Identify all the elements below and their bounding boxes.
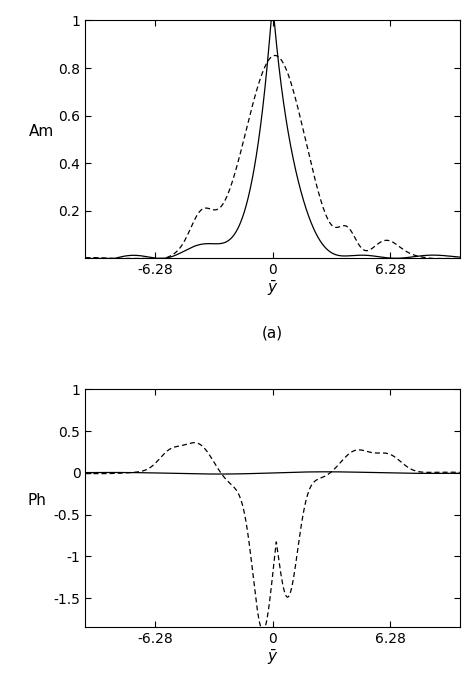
X-axis label: $\bar{y}$: $\bar{y}$: [267, 648, 278, 667]
Y-axis label: Ph: Ph: [27, 493, 46, 508]
X-axis label: $\bar{y}$: $\bar{y}$: [267, 279, 278, 298]
Text: (a): (a): [262, 325, 283, 340]
Y-axis label: Am: Am: [29, 125, 55, 140]
